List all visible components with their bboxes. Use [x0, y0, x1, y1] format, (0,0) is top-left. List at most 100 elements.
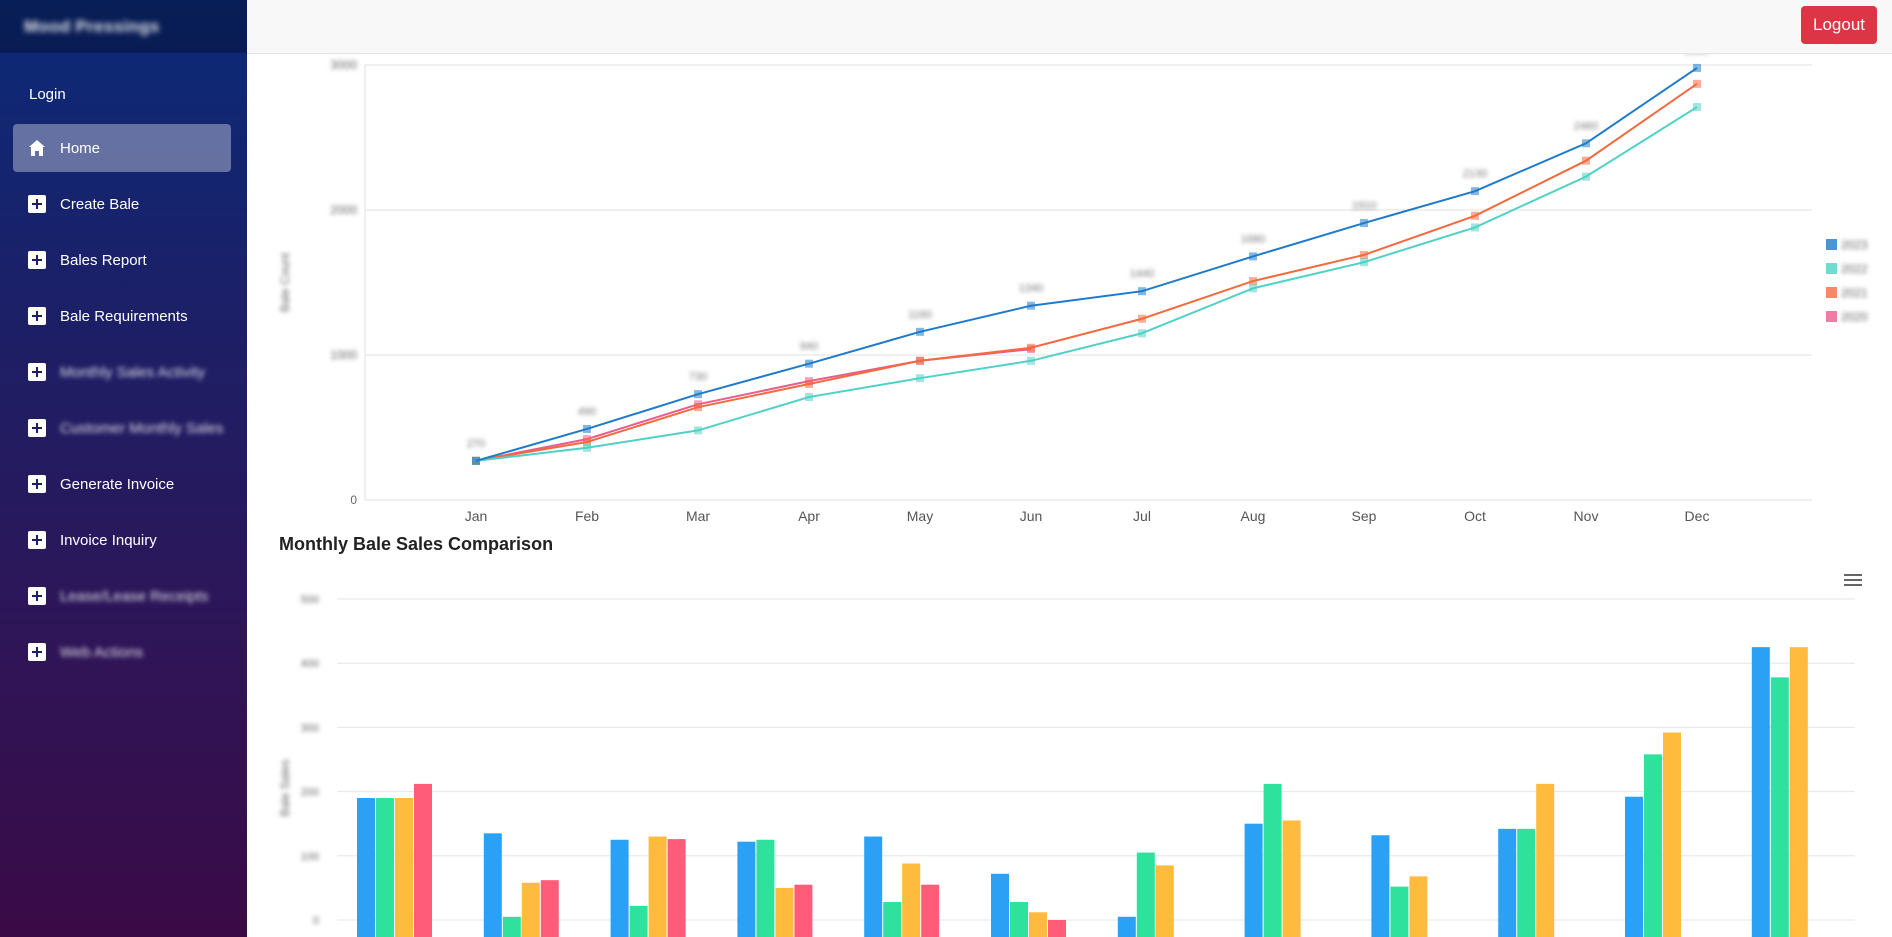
data-point: [583, 424, 591, 433]
bar-apr-2023: [737, 841, 756, 937]
data-point: [1693, 103, 1701, 112]
x-tick-label: Apr: [798, 508, 820, 524]
data-point: [1471, 211, 1479, 220]
sidebar-item-bale-requirements[interactable]: Bale Requirements: [13, 292, 231, 340]
data-point: [1582, 172, 1590, 181]
legend-label: 2023: [1841, 238, 1868, 252]
sidebar-item-label: Lease/Lease Receipts: [60, 587, 209, 605]
data-label: 940: [800, 341, 818, 353]
bar-sep-2022: [1390, 886, 1409, 937]
top-bar: Logout: [247, 0, 1892, 54]
sidebar-item-web-actions[interactable]: Web Actions: [13, 628, 231, 676]
sidebar-item-customer-monthly-sales[interactable]: Customer Monthly Sales: [13, 404, 231, 452]
sidebar-item-label: Bale Requirements: [60, 307, 188, 325]
sidebar-item-label: Monthly Sales Activity: [60, 363, 206, 381]
bar-feb-2021: [521, 882, 540, 937]
data-point: [1249, 252, 1257, 261]
data-point: [1360, 219, 1368, 228]
data-point: [1360, 258, 1368, 267]
y-tick-label: 1000: [330, 348, 357, 362]
sidebar-item-monthly-sales-activity[interactable]: Monthly Sales Activity: [13, 348, 231, 396]
data-point: [1138, 314, 1146, 323]
sidebar-nav: Home Create Bale Bales Report Bale Requirem…: [13, 124, 231, 684]
data-point: [805, 393, 813, 402]
data-label: 490: [578, 406, 596, 418]
bar-oct-2023: [1498, 828, 1517, 937]
sidebar-item-lease-lease-receipts[interactable]: Lease/Lease Receipts: [13, 572, 231, 620]
legend-swatch: [1826, 239, 1837, 250]
bar-chart-title: Monthly Bale Sales Comparison: [279, 534, 553, 555]
sidebar-item-invoice-inquiry[interactable]: Invoice Inquiry: [13, 516, 231, 564]
monthly-bale-sales-bar-chart: 0 100 200 300 400 500 Bale Sales: [278, 594, 1855, 937]
data-point: [583, 443, 591, 452]
bar-feb-2023: [483, 833, 502, 937]
y-axis-label: Bale Count: [278, 252, 292, 312]
sidebar-item-generate-invoice[interactable]: Generate Invoice: [13, 460, 231, 508]
plus-square-icon: [28, 251, 46, 269]
bar-sep-2023: [1371, 835, 1390, 937]
data-label: 1160: [908, 309, 932, 321]
bar-jul-2023: [1117, 916, 1136, 937]
home-icon: [28, 139, 46, 157]
data-label: 270: [467, 438, 485, 450]
sidebar-item-bales-report[interactable]: Bales Report: [13, 236, 231, 284]
x-tick-label: Aug: [1241, 508, 1266, 524]
sidebar-item-label: Invoice Inquiry: [60, 531, 157, 549]
plus-square-icon: [28, 363, 46, 381]
legend-swatch: [1826, 311, 1837, 322]
data-label: 1340: [1019, 283, 1043, 295]
bar-may-2022: [883, 902, 902, 937]
y-axis-label: Bale Sales: [278, 759, 292, 816]
logout-button[interactable]: Logout: [1801, 6, 1877, 44]
bar-dec-2021: [1789, 647, 1808, 937]
series-line-2021: [475, 83, 1698, 462]
data-point: [1582, 156, 1590, 165]
x-tick-label: Sep: [1352, 508, 1377, 524]
data-point: [1138, 329, 1146, 338]
login-link[interactable]: Login: [29, 86, 66, 103]
data-point: [1249, 277, 1257, 286]
legend-label: 2020: [1841, 310, 1868, 324]
data-label: 2130: [1463, 168, 1487, 180]
x-tick-label: Feb: [575, 508, 599, 524]
data-point: [1582, 139, 1590, 148]
data-point: [1471, 223, 1479, 232]
data-point: [1027, 301, 1035, 310]
bar-may-2021: [902, 863, 921, 937]
x-tick-label: Jan: [465, 508, 488, 524]
bar-jan-2022: [376, 798, 394, 937]
bar-nov-2021: [1663, 732, 1681, 937]
bar-jun-2021: [1029, 912, 1047, 937]
data-point: [805, 380, 813, 388]
legend-swatch: [1826, 287, 1837, 298]
bar-dec-2023: [1751, 647, 1770, 937]
sidebar-item-label: Web Actions: [60, 643, 144, 661]
series-line-2022: [475, 106, 1698, 462]
legend-label: 2021: [1841, 286, 1868, 300]
bar-mar-2022: [629, 905, 648, 937]
bar-jun-2022: [1010, 902, 1028, 937]
data-point: [694, 390, 702, 399]
sidebar-item-create-bale[interactable]: Create Bale: [13, 180, 231, 228]
x-tick-label: Oct: [1464, 508, 1486, 524]
bar-sep-2021: [1409, 876, 1428, 937]
sidebar-item-label: Create Bale: [60, 195, 140, 213]
bar-jan-2020: [414, 783, 432, 937]
x-tick-label: May: [907, 508, 933, 524]
data-point: [916, 356, 924, 365]
data-point: [694, 426, 702, 435]
series-line-2023: [475, 67, 1698, 462]
data-point: [1471, 187, 1479, 196]
sidebar-item-home[interactable]: Home: [13, 124, 231, 172]
plus-square-icon: [28, 531, 46, 549]
sidebar: Mood Pressings Login Home Create Bale Bale…: [0, 0, 247, 937]
bar-chart-title-text: Monthly Bale Sales Comparison: [279, 534, 554, 554]
brand-name: Mood Pressings: [24, 16, 160, 36]
data-point: [1027, 356, 1035, 365]
bar-jan-2023: [357, 798, 375, 937]
data-point: [1249, 284, 1257, 293]
sidebar-item-label: Customer Monthly Sales: [60, 419, 224, 437]
bar-nov-2022: [1644, 754, 1662, 937]
data-point: [1693, 63, 1701, 72]
chart-menu-icon[interactable]: [1844, 574, 1862, 588]
